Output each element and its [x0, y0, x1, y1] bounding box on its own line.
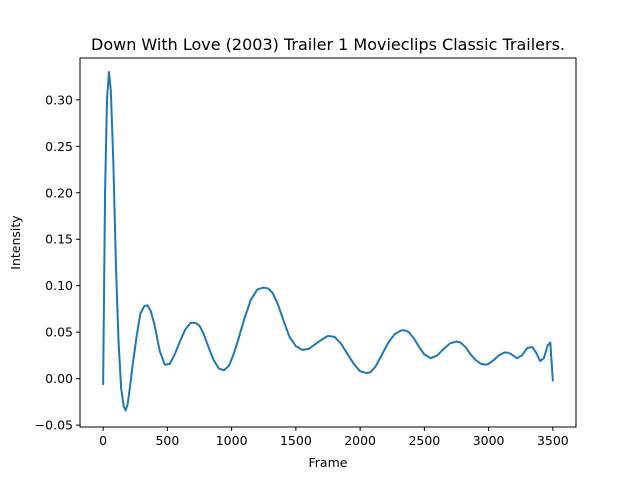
- x-tick-label: 2000: [344, 433, 376, 448]
- y-tick-label: 0.25: [45, 139, 73, 154]
- x-tick-label: 3000: [473, 433, 505, 448]
- x-tick-label: 1500: [280, 433, 312, 448]
- series-line-intensity: [102, 70, 554, 412]
- axes-frame: [79, 57, 577, 428]
- y-tick-label: 0.00: [45, 371, 73, 386]
- y-tick-label: 0.15: [45, 232, 73, 247]
- x-tick-label: 2500: [408, 433, 440, 448]
- y-tick-label: −0.05: [35, 418, 73, 433]
- y-tick-label: 0.20: [45, 185, 73, 200]
- y-tick-label: 0.10: [45, 278, 73, 293]
- x-tick-label: 1000: [216, 433, 248, 448]
- plot-area: [102, 70, 554, 412]
- chart-title: Down With Love (2003) Trailer 1 Moviecli…: [91, 35, 565, 54]
- x-axis: 0 500 1000 1500 2000 2500 3000 3500: [99, 427, 569, 448]
- y-axis-label: Intensity: [8, 215, 23, 270]
- x-tick-label: 500: [155, 433, 179, 448]
- x-axis-label: Frame: [309, 455, 348, 470]
- y-tick-label: 0.30: [45, 92, 73, 107]
- y-axis: −0.05 0.00 0.05 0.10 0.15 0.20 0.25 0.30: [35, 92, 80, 433]
- x-tick-label: 3500: [537, 433, 569, 448]
- x-tick-label: 0: [99, 433, 107, 448]
- y-tick-label: 0.05: [45, 325, 73, 340]
